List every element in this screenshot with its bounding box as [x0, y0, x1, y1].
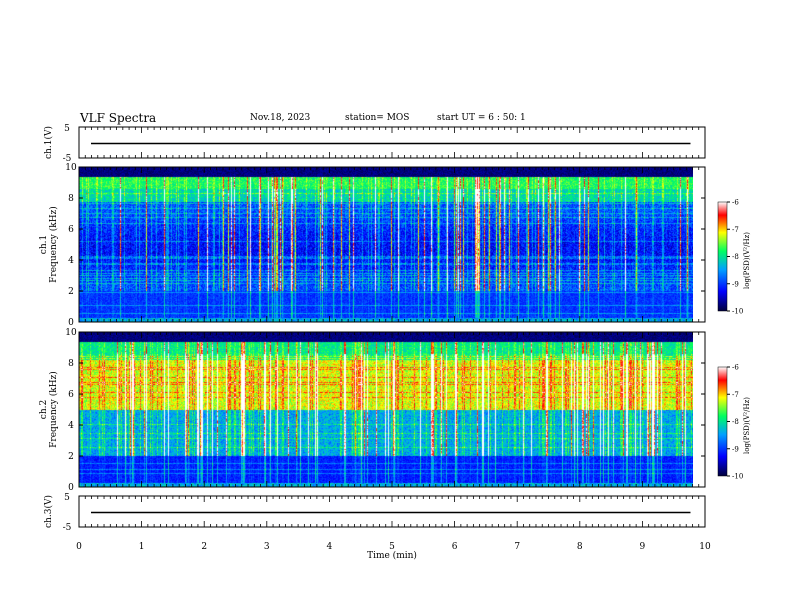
start-time-label: start UT = 6 : 50: 1: [437, 113, 526, 123]
y-tick-label: 10: [65, 163, 77, 173]
y-axis-title: ch.1: [39, 235, 49, 254]
x-tick-label: 0: [76, 542, 82, 552]
station-label: station= MOS: [345, 113, 410, 123]
y-tick-label: 5: [64, 493, 70, 503]
y-tick-label: 0: [68, 483, 74, 493]
colorbar-tick-label: -9: [732, 445, 739, 453]
y-tick-label: 0: [68, 318, 74, 328]
colorbar-title: log(PSD)(V²/Hz): [743, 397, 751, 454]
y-axis-title: Frequency (kHz): [48, 206, 59, 283]
x-tick-label: 4: [327, 542, 333, 552]
spectrogram-panel-ch1: [78, 166, 730, 323]
colorbar-tick-label: -6: [732, 199, 739, 207]
x-tick-label: 9: [640, 542, 646, 552]
colorbar-tick-label: -6: [732, 364, 739, 372]
y-tick-label: 5: [64, 124, 70, 134]
colorbar-tick-label: -9: [732, 280, 739, 288]
spectrogram-image: [79, 167, 693, 322]
y-tick-label: 8: [68, 194, 74, 204]
y-tick-label: 4: [68, 256, 74, 266]
spectrogram-panel-ch2: [78, 331, 730, 488]
colorbar: [717, 366, 728, 477]
x-tick-label: 6: [452, 542, 458, 552]
colorbar: [717, 201, 728, 312]
y-axis-title: ch.2: [39, 400, 49, 419]
y-tick-label: -5: [63, 523, 72, 533]
y-tick-label: -5: [63, 154, 72, 164]
date-label: Nov.18, 2023: [250, 113, 311, 123]
x-axis-title: Time (min): [367, 550, 417, 561]
colorbar-tick-label: -10: [732, 308, 743, 316]
y-tick-label: 10: [65, 328, 77, 338]
spectrogram-image: [79, 332, 693, 487]
colorbar-tick-label: -10: [732, 473, 743, 481]
x-tick-label: 8: [577, 542, 583, 552]
x-tick-label: 3: [264, 542, 270, 552]
colorbar-tick-label: -7: [732, 391, 739, 399]
colorbar-tick-label: -7: [732, 226, 739, 234]
y-tick-label: 8: [68, 359, 74, 369]
y-tick-label: 6: [68, 225, 74, 235]
x-tick-label: 5: [389, 542, 395, 552]
y-tick-label: 4: [68, 421, 74, 431]
y-tick-label: 2: [68, 287, 74, 297]
x-tick-label: 1: [139, 542, 145, 552]
y-tick-label: 6: [68, 390, 74, 400]
chart-title: VLF Spectra: [80, 111, 157, 125]
x-tick-label: 10: [699, 542, 711, 552]
y-axis-title: Frequency (kHz): [48, 371, 59, 448]
y-axis-title: ch.1(V): [43, 126, 54, 159]
y-axis-title: ch.3(V): [43, 495, 54, 528]
y-tick-label: 2: [68, 452, 74, 462]
x-tick-label: 7: [514, 542, 520, 552]
colorbar-tick-label: -8: [732, 253, 739, 261]
colorbar-tick-label: -8: [732, 418, 739, 426]
colorbar-title: log(PSD)(V²/Hz): [743, 232, 751, 289]
x-tick-label: 2: [201, 542, 207, 552]
